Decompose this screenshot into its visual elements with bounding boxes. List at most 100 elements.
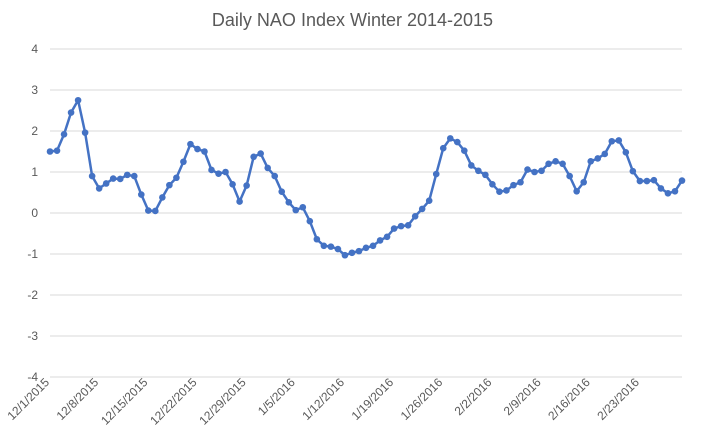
x-tick-label: 2/23/2016 [594, 375, 642, 423]
data-point [194, 145, 201, 153]
x-tick-label: 1/12/2016 [299, 375, 347, 423]
data-point [643, 177, 651, 185]
x-tick-label: 2/9/2016 [501, 375, 544, 418]
data-point [334, 245, 342, 253]
data-point [123, 171, 131, 179]
x-tick-label: 1/5/2016 [255, 375, 298, 418]
data-point [222, 168, 229, 176]
data-point [552, 158, 559, 165]
data-point [243, 182, 250, 189]
data-point [173, 174, 180, 182]
data-point [418, 205, 426, 213]
y-tick-label: 4 [31, 42, 38, 56]
data-point [531, 168, 538, 176]
data-point [46, 148, 54, 155]
data-point [130, 172, 138, 180]
data-point [299, 203, 307, 211]
data-point [622, 149, 630, 156]
data-point [60, 130, 68, 138]
data-point [425, 197, 433, 204]
data-point [517, 178, 524, 186]
data-point [102, 180, 110, 187]
y-axis-labels: 4 3 2 1 0 -1 -2 -3 -4 [27, 42, 38, 384]
y-tick-label: -2 [27, 288, 38, 302]
y-tick-label: 3 [31, 83, 38, 97]
data-point [369, 242, 377, 250]
data-point [503, 187, 510, 194]
data-point [362, 244, 370, 252]
data-point [341, 251, 349, 259]
data-point [81, 129, 89, 136]
data-point [489, 181, 496, 188]
data-point [432, 170, 440, 178]
data-point [545, 160, 552, 168]
data-point [376, 237, 384, 244]
data-point [278, 188, 286, 195]
data-point [383, 233, 391, 241]
data-point [327, 243, 335, 250]
data-point [475, 167, 482, 175]
data-point [137, 191, 145, 198]
data-point [587, 158, 595, 165]
data-point [524, 166, 531, 173]
data-point [453, 138, 461, 146]
data-point [166, 181, 173, 189]
data-point [615, 137, 623, 144]
series-line [48, 99, 684, 257]
series-group [46, 96, 686, 259]
x-tick-label: 1/26/2016 [398, 375, 446, 423]
y-tick-label: -1 [27, 247, 38, 261]
y-tick-label: 0 [31, 206, 38, 220]
x-tick-label: 2/2/2016 [452, 375, 495, 418]
x-tick-label: 1/19/2016 [349, 375, 397, 423]
data-point [215, 170, 222, 177]
data-point [320, 242, 328, 250]
data-point [601, 150, 609, 158]
x-axis-labels: 12/1/2015 12/8/201512/15/201512/22/201512… [4, 375, 642, 428]
data-point [257, 150, 264, 157]
data-point [88, 172, 96, 180]
data-point [67, 109, 75, 116]
data-point [180, 158, 187, 166]
data-point [152, 207, 159, 215]
data-point [292, 206, 300, 214]
y-tick-label: -4 [27, 370, 38, 384]
y-tick-label: 2 [31, 124, 38, 138]
data-point [397, 222, 405, 230]
y-tick-label: -3 [27, 329, 38, 343]
data-point [348, 249, 356, 257]
x-tick-label: 12/8/2015 [54, 375, 102, 423]
data-point [650, 176, 658, 184]
data-point [74, 96, 82, 104]
data-point [636, 177, 644, 185]
data-point [629, 167, 637, 175]
data-point [510, 181, 517, 189]
data-point [608, 137, 616, 145]
data-point [145, 207, 152, 214]
data-point [468, 162, 475, 169]
data-point [580, 178, 587, 186]
data-point [559, 160, 566, 168]
data-point [678, 177, 686, 184]
data-point [250, 153, 257, 161]
data-point [187, 140, 194, 148]
data-point [671, 187, 679, 195]
data-point [566, 172, 573, 180]
data-point [657, 185, 665, 192]
data-point [439, 144, 447, 152]
data-point [271, 172, 279, 180]
data-point [201, 148, 208, 155]
chart-title: Daily NAO Index Winter 2014-2015 [212, 10, 493, 30]
data-point [411, 212, 419, 220]
data-point [285, 199, 293, 206]
data-point [496, 188, 503, 195]
data-point [264, 164, 271, 172]
data-point [306, 217, 314, 225]
data-point [95, 185, 103, 192]
data-point [313, 235, 321, 243]
data-point [573, 187, 580, 195]
data-point [53, 147, 61, 154]
y-tick-label: 1 [31, 165, 38, 179]
